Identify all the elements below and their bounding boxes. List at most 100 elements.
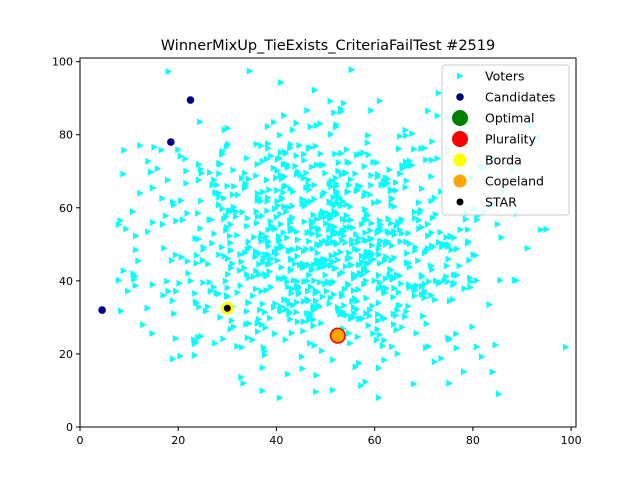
voter-point xyxy=(402,313,409,321)
voter-point xyxy=(447,297,454,305)
legend-label: STAR xyxy=(485,195,517,210)
voter-point xyxy=(288,329,296,337)
voter-point xyxy=(317,260,324,268)
voter-point xyxy=(231,182,238,190)
voter-point xyxy=(168,257,176,264)
voter-point xyxy=(395,288,403,296)
voter-point xyxy=(419,273,426,281)
voter-point xyxy=(356,359,363,367)
voter-point xyxy=(414,282,421,290)
voter-point xyxy=(327,294,335,302)
voter-point xyxy=(230,323,238,331)
voter-point xyxy=(314,249,322,257)
voter-point xyxy=(221,194,228,202)
voter-point xyxy=(207,169,214,176)
voter-point xyxy=(360,149,367,157)
voter-point xyxy=(303,184,310,192)
voter-point xyxy=(562,343,570,351)
voter-point xyxy=(383,284,390,292)
voter-point xyxy=(242,184,249,192)
voter-point xyxy=(183,179,190,187)
voter-point xyxy=(258,287,265,295)
voter-point xyxy=(412,247,419,254)
voter-point xyxy=(378,181,385,189)
star-winner-point xyxy=(223,304,231,312)
voter-point xyxy=(187,277,195,285)
voter-point xyxy=(392,187,400,194)
voter-point xyxy=(144,304,151,312)
voter-point xyxy=(421,144,429,152)
voter-point xyxy=(229,260,236,268)
voter-point xyxy=(165,68,173,75)
voter-point xyxy=(473,277,481,285)
voter-point xyxy=(353,230,360,238)
voter-point xyxy=(358,382,365,390)
voter-point xyxy=(421,287,429,295)
voter-point xyxy=(443,262,451,270)
voter-point xyxy=(368,181,375,189)
voter-point xyxy=(421,280,429,288)
voter-point xyxy=(287,227,295,235)
voter-point xyxy=(368,257,375,265)
voter-point xyxy=(348,216,355,224)
voter-point xyxy=(195,160,203,168)
voter-point xyxy=(392,179,400,186)
voter-point xyxy=(265,140,272,148)
voter-point xyxy=(262,324,269,332)
voter-point xyxy=(320,208,327,216)
voter-point xyxy=(332,174,340,182)
voter-point xyxy=(384,227,391,235)
voter-point xyxy=(178,197,185,205)
voter-point xyxy=(149,330,156,337)
voter-point xyxy=(280,189,287,196)
voter-point xyxy=(223,226,230,234)
voter-point xyxy=(295,282,302,290)
voter-point xyxy=(393,326,400,334)
voter-point xyxy=(243,154,251,162)
voter-point xyxy=(150,218,157,226)
voter-point xyxy=(218,243,226,251)
voter-point xyxy=(308,283,315,291)
voter-point xyxy=(489,368,497,376)
voter-point xyxy=(307,312,314,320)
voter-point xyxy=(220,335,227,343)
voter-point xyxy=(311,261,318,269)
voter-point xyxy=(391,284,398,292)
voter-point xyxy=(381,256,389,264)
voter-point xyxy=(287,219,294,227)
plot-frame xyxy=(79,57,577,428)
voter-point xyxy=(352,363,360,371)
voter-point xyxy=(217,313,224,321)
voter-point xyxy=(293,298,301,306)
voter-point xyxy=(278,264,286,271)
voter-point xyxy=(120,170,127,178)
voter-point xyxy=(221,126,229,134)
voter-point xyxy=(374,173,382,181)
legend-label: Optimal xyxy=(485,111,534,126)
voter-point xyxy=(130,270,137,278)
voter-point xyxy=(212,188,219,196)
voter-point xyxy=(306,271,313,279)
voter-point xyxy=(274,155,282,163)
voter-point xyxy=(311,277,318,284)
voter-point xyxy=(368,107,375,114)
voter-point xyxy=(363,216,370,224)
voter-point xyxy=(328,252,336,260)
candidate-point xyxy=(98,306,106,314)
voter-point xyxy=(376,271,383,279)
voter-point xyxy=(319,191,327,199)
voter-point xyxy=(363,248,371,256)
voter-point xyxy=(448,246,455,254)
voter-point xyxy=(338,236,346,244)
voter-point xyxy=(263,233,270,241)
voter-point xyxy=(313,371,320,379)
voter-point xyxy=(197,118,204,126)
voter-point xyxy=(253,172,260,180)
voter-point xyxy=(221,252,228,260)
voter-point xyxy=(234,342,241,350)
voter-point xyxy=(251,233,258,241)
voter-point xyxy=(195,176,203,184)
voter-point xyxy=(423,156,430,164)
voter-point xyxy=(137,189,144,197)
voter-point xyxy=(194,251,201,259)
